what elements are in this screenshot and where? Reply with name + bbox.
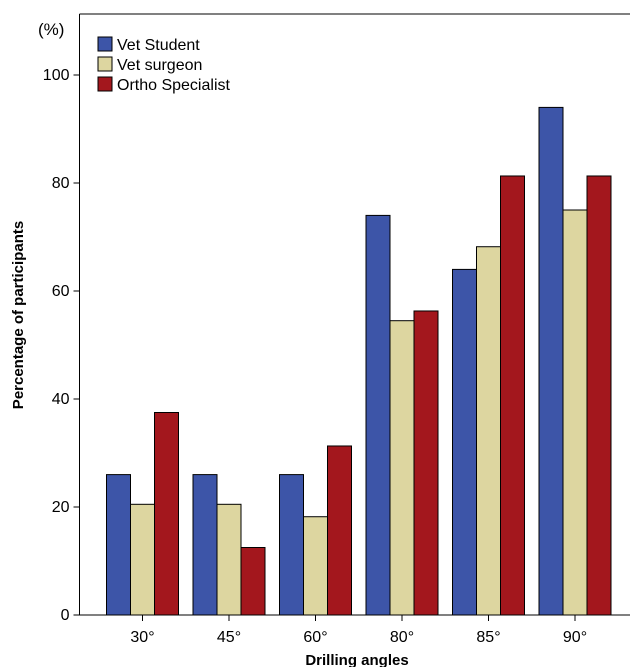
bars-group (106, 106, 612, 616)
x-axis-ticks: 30° 45° 60° 80° 85° 90° (130, 615, 587, 646)
x-tick-label-5: 85° (476, 629, 500, 646)
bar-ortho-specialist-4 (413, 310, 439, 616)
bar-vet-student-1 (106, 474, 131, 616)
y-axis-ticks: 0 20 40 60 80 100 (43, 67, 80, 624)
x-tick-label-1: 30° (130, 629, 154, 646)
legend-label-vet-student: Vet Student (117, 37, 200, 54)
legend-label-vet-surgeon: Vet surgeon (117, 57, 202, 74)
bar-vet-student-6 (538, 106, 564, 616)
y-axis-unit-label: (%) (38, 20, 64, 39)
bar-vet-surgeon-4 (389, 320, 415, 616)
bar-vet-student-2 (192, 474, 218, 616)
bar-vet-surgeon-1 (130, 503, 155, 616)
y-tick-label-60: 60 (52, 283, 70, 300)
bar-vet-student-3 (279, 474, 304, 616)
bar-ortho-specialist-2 (240, 547, 266, 616)
legend-swatch-vet-surgeon (97, 56, 113, 72)
bar-vet-surgeon-2 (216, 503, 242, 616)
x-tick-label-2: 45° (217, 629, 241, 646)
bar-vet-surgeon-5 (476, 246, 501, 616)
bar-ortho-specialist-1 (154, 412, 179, 616)
bar-vet-surgeon-3 (303, 516, 328, 616)
legend-swatch-vet-student (97, 36, 113, 52)
bar-ortho-specialist-6 (586, 175, 612, 616)
x-axis-title: Drilling angles (305, 652, 408, 667)
legend-label-ortho-specialist: Ortho Specialist (117, 77, 230, 94)
y-tick-label-0: 0 (61, 607, 70, 624)
y-axis-title: Percentage of participants (10, 221, 27, 409)
legend-swatch-ortho-specialist (97, 76, 113, 92)
x-tick-label-3: 60° (303, 629, 327, 646)
bar-ortho-specialist-5 (500, 175, 525, 616)
y-tick-label-80: 80 (52, 175, 70, 192)
bar-vet-student-5 (452, 268, 477, 616)
bar-vet-student-4 (365, 214, 391, 616)
x-tick-label-4: 80° (390, 629, 414, 646)
y-tick-label-100: 100 (43, 67, 70, 84)
y-tick-label-40: 40 (52, 391, 70, 408)
bar-vet-surgeon-6 (562, 209, 588, 616)
x-tick-label-6: 90° (563, 629, 587, 646)
legend: Vet Student Vet surgeon Ortho Specialist (97, 36, 230, 94)
y-tick-label-20: 20 (52, 499, 70, 516)
bar-ortho-specialist-3 (327, 445, 352, 616)
